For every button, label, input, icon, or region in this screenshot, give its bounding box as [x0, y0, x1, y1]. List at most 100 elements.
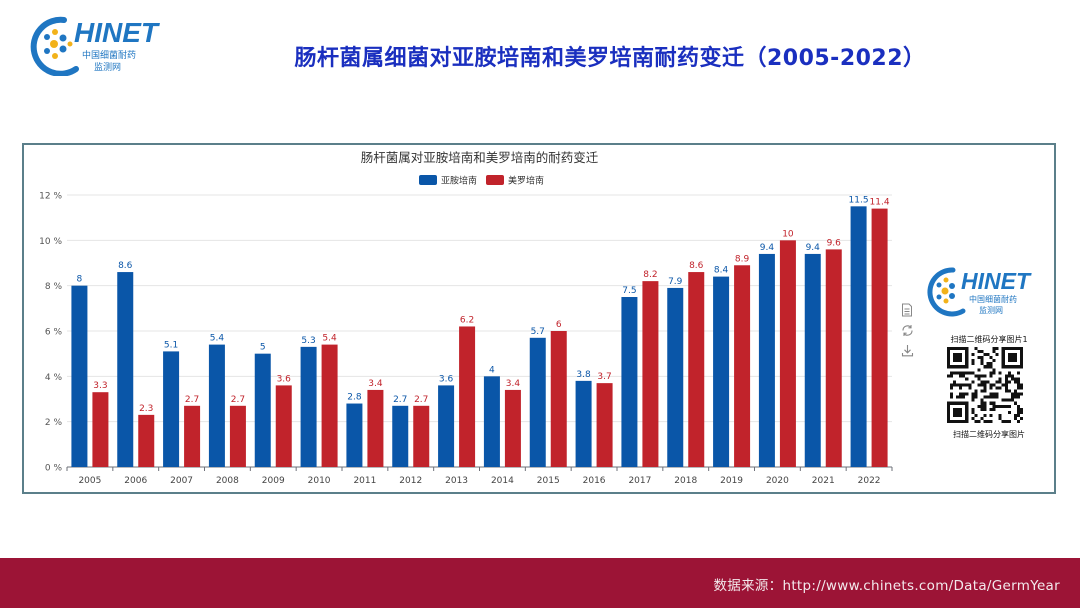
data-label: 8.2 [643, 270, 657, 280]
data-label: 2.3 [139, 404, 153, 414]
bar-imipenem [300, 346, 317, 467]
qr-caption-top: 扫描二维码分享图片1 [950, 335, 1028, 344]
bar-imipenem [392, 405, 409, 467]
bar-meropenem [734, 265, 751, 467]
data-label: 2.8 [347, 393, 362, 403]
bar-imipenem [117, 272, 134, 467]
data-label: 5.3 [301, 336, 315, 346]
bar-imipenem [71, 285, 88, 467]
bar-meropenem [184, 405, 201, 467]
chart-title: 肠杆菌属对亚胺培南和美罗培南的耐药变迁 [361, 150, 599, 165]
x-tick-label: 2015 [537, 476, 560, 486]
logo-subtitle-2: 监测网 [94, 61, 121, 73]
data-label: 3.8 [576, 370, 591, 380]
data-label: 11.4 [870, 198, 890, 208]
legend-swatch [486, 175, 504, 185]
data-label: 3.3 [93, 381, 107, 391]
data-label: 2.7 [185, 395, 199, 405]
bar-imipenem [438, 385, 455, 467]
y-tick-label: 4 % [45, 373, 63, 383]
bar-meropenem [367, 389, 384, 467]
save-image-icon[interactable] [901, 344, 914, 357]
bar-meropenem [504, 389, 521, 467]
y-tick-label: 2 % [45, 418, 63, 428]
data-label: 3.6 [439, 374, 454, 384]
x-tick-label: 2009 [262, 476, 285, 486]
data-label: 9.6 [827, 238, 842, 248]
bar-meropenem [596, 383, 613, 467]
bar-imipenem [483, 376, 500, 467]
bar-meropenem [413, 405, 430, 467]
y-tick-label: 6 % [45, 328, 63, 338]
bar-imipenem [254, 353, 271, 467]
y-tick-label: 10 % [39, 237, 62, 247]
data-label: 5 [260, 343, 266, 353]
bar-meropenem [138, 414, 155, 467]
bar-chart: 肠杆菌属对亚胺培南和美罗培南的耐药变迁 0 % 2 % 4 % 6 % 8 % 10 % 12… [39, 150, 893, 486]
x-tick-label: 2005 [78, 476, 101, 486]
x-tick-label: 2007 [170, 476, 193, 486]
legend-label: 美罗培南 [508, 175, 544, 187]
side-logo-ring-icon [927, 267, 966, 317]
qr-caption-bottom: 扫描二维码分享图片 [953, 430, 1025, 439]
data-label: 11.5 [849, 195, 869, 205]
y-tick-label: 12 % [39, 192, 62, 202]
data-label: 3.4 [506, 379, 521, 389]
restore-icon[interactable] [901, 324, 914, 337]
data-label: 2.7 [393, 395, 407, 405]
y-tick-label: 0 % [45, 464, 63, 474]
qr-code[interactable] [947, 347, 1023, 423]
data-label: 6 [556, 320, 562, 330]
bar-meropenem [275, 385, 292, 467]
bar-imipenem [850, 206, 867, 468]
data-label: 8 [77, 275, 83, 285]
x-tick-label: 2010 [308, 476, 331, 486]
footer-bar: 数据来源：http://www.chinets.com/Data/GermYea… [0, 558, 1080, 608]
chart-frame: 肠杆菌属对亚胺培南和美罗培南的耐药变迁 0 % 2 % 4 % 6 % 8 % 10 % 12… [22, 143, 1056, 494]
x-tick-label: 2021 [812, 476, 835, 486]
bar-meropenem [321, 344, 338, 467]
bar-meropenem [459, 326, 476, 467]
bar-imipenem [346, 403, 363, 467]
bar-meropenem [825, 249, 842, 467]
legend-swatch [419, 175, 437, 185]
data-label: 7.5 [622, 286, 636, 296]
bar-imipenem [529, 337, 546, 467]
x-tick-label: 2019 [720, 476, 743, 486]
bar-imipenem [713, 276, 730, 467]
chart-toolbox [901, 303, 917, 364]
bar-meropenem [642, 281, 659, 467]
x-tick-label: 2016 [583, 476, 606, 486]
data-label: 3.6 [277, 374, 292, 384]
data-label: 7.9 [668, 277, 683, 287]
data-label: 10 [782, 229, 794, 239]
data-label: 5.7 [531, 327, 545, 337]
bar-imipenem [208, 344, 225, 467]
data-label: 2.7 [414, 395, 428, 405]
side-logo-subtitle-2: 监测网 [979, 305, 1003, 315]
bar-meropenem [779, 240, 796, 467]
data-label: 8.9 [735, 254, 750, 264]
data-label: 6.2 [460, 315, 474, 325]
bar-imipenem [575, 380, 592, 467]
bar-meropenem [550, 331, 567, 467]
side-logo-wordmark: HINET [961, 268, 1032, 294]
chinet-logo: HINET 中国细菌耐药 监测网 [30, 16, 161, 76]
data-label: 9.4 [760, 243, 775, 253]
data-label: 5.4 [210, 334, 225, 344]
bar-imipenem [621, 297, 638, 467]
x-tick-label: 2014 [491, 476, 514, 486]
y-tick-label: 8 % [45, 282, 63, 292]
bar-meropenem [229, 405, 246, 467]
data-label: 2.7 [231, 395, 245, 405]
data-label: 5.1 [164, 340, 178, 350]
data-label: 5.4 [322, 334, 337, 344]
logo-ring-icon [30, 16, 79, 76]
data-label: 8.6 [118, 261, 133, 271]
slide-title: 肠杆菌属细菌对亚胺培南和美罗培南耐药变迁（2005-2022） [294, 46, 926, 71]
data-view-icon[interactable] [901, 303, 913, 317]
logo-wordmark: HINET [74, 17, 161, 48]
data-label: 3.4 [368, 379, 383, 389]
x-tick-label: 2017 [628, 476, 651, 486]
x-tick-label: 2022 [858, 476, 881, 486]
